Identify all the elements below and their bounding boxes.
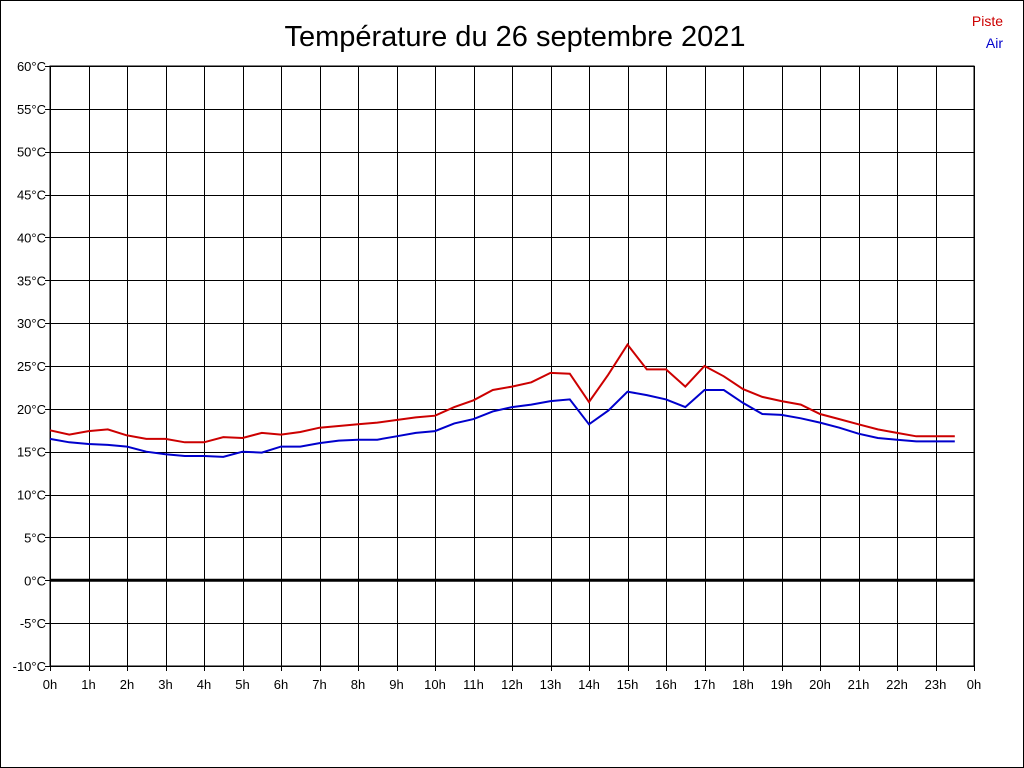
chart-title: Température du 26 septembre 2021 <box>284 21 745 53</box>
y-tick-label: 10°C <box>17 488 46 503</box>
y-tick-label: 5°C <box>24 530 46 545</box>
y-tick-label: 0°C <box>24 573 46 588</box>
x-tick-label: 6h <box>274 677 288 692</box>
y-tick-label: 55°C <box>17 102 46 117</box>
legend-entry-piste: Piste <box>972 13 1003 29</box>
x-tick-label: 19h <box>771 677 793 692</box>
y-tick-label: 30°C <box>17 316 46 331</box>
y-tick-label: 50°C <box>17 145 46 160</box>
series-line-air <box>49 389 955 458</box>
y-tick-label: 60°C <box>17 59 46 74</box>
x-tick-label: 9h <box>389 677 403 692</box>
y-tick-label: -5°C <box>20 616 46 631</box>
legend-entry-air: Air <box>986 35 1003 51</box>
y-tick-label: 20°C <box>17 402 46 417</box>
x-tick-label: 12h <box>501 677 523 692</box>
x-tick-label: 21h <box>848 677 870 692</box>
y-tick-label: 45°C <box>17 188 46 203</box>
x-tick-label: 16h <box>655 677 677 692</box>
legend: Piste Air <box>972 13 1003 51</box>
x-tick-label: 7h <box>312 677 326 692</box>
y-tick-label: 15°C <box>17 445 46 460</box>
x-tick-label: 15h <box>617 677 639 692</box>
x-tick-label: 10h <box>424 677 446 692</box>
x-tick-label: 5h <box>235 677 249 692</box>
x-tick-label: 17h <box>694 677 716 692</box>
x-tick-label: 0h <box>967 677 981 692</box>
y-tick-label: 40°C <box>17 230 46 245</box>
y-tick-label: 25°C <box>17 359 46 374</box>
x-tick-label: 0h <box>43 677 57 692</box>
x-tick-label: 1h <box>81 677 95 692</box>
x-tick-label: 3h <box>158 677 172 692</box>
grid-layer <box>45 65 975 671</box>
tick-layer: 0h 1h 2h 3h 4h 5h 6h 7h 8h 9h 10h 11h 12h 13h 14h 15h 16… <box>13 59 982 692</box>
series-layer <box>49 342 955 458</box>
y-tick-label: -10°C <box>13 659 46 674</box>
x-tick-label: 11h <box>463 677 484 692</box>
x-tick-label: 14h <box>578 677 600 692</box>
x-tick-label: 13h <box>540 677 562 692</box>
x-tick-label: 23h <box>925 677 947 692</box>
x-tick-label: 22h <box>886 677 908 692</box>
series-line-piste <box>49 342 955 444</box>
x-tick-label: 2h <box>120 677 134 692</box>
x-tick-label: 20h <box>809 677 831 692</box>
x-tick-label: 8h <box>351 677 365 692</box>
y-tick-label: 35°C <box>17 273 46 288</box>
x-tick-label: 18h <box>732 677 754 692</box>
x-tick-label: 4h <box>197 677 211 692</box>
